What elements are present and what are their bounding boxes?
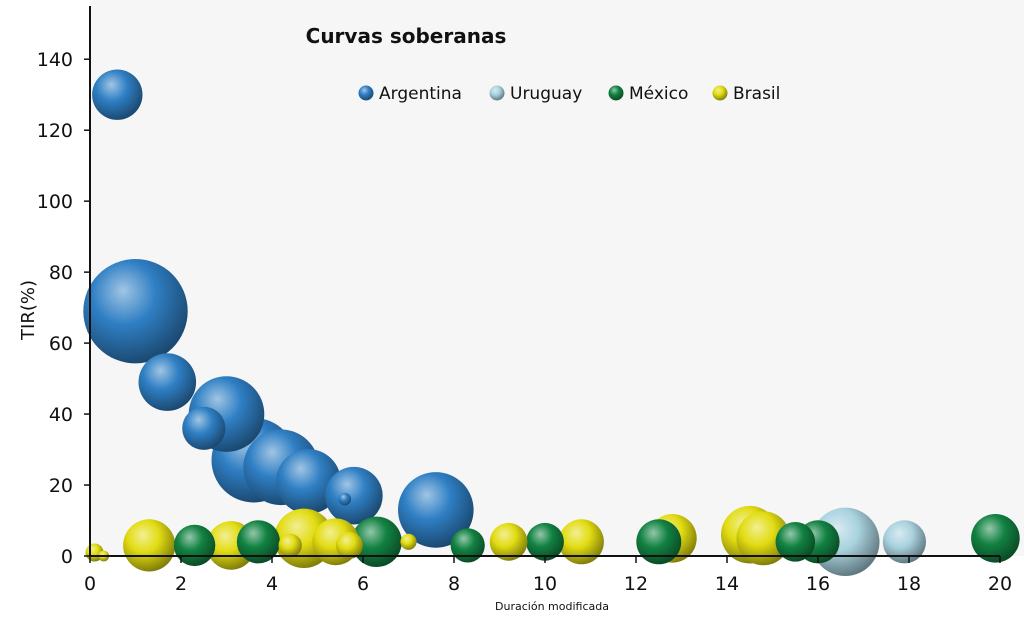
x-tick-label-4: 4 <box>266 573 278 595</box>
y-axis-ticks: 0 20 40 60 80 100 120 140 <box>37 49 90 568</box>
x-tick-label-0: 0 <box>84 573 96 595</box>
x-tick-label-8: 8 <box>448 573 460 595</box>
bubble-uruguay-2 <box>882 520 927 564</box>
x-tick-label-12: 12 <box>624 573 648 595</box>
bubble-argentina-5 <box>182 406 226 450</box>
bubble-brasil-8 <box>335 531 363 559</box>
bubble-argentina-10 <box>338 492 352 506</box>
y-axis-title: TIR(%) <box>18 280 39 341</box>
bubble-mxico-5 <box>526 522 564 561</box>
legend-marker-argentina <box>358 85 374 101</box>
legend-marker-uruguay <box>489 85 505 101</box>
bubble-argentina-2 <box>83 259 188 364</box>
legend: Argentina Uruguay México Brasil <box>358 84 780 104</box>
bubble-argentina-8 <box>276 449 341 514</box>
x-tick-label-10: 10 <box>533 573 557 595</box>
bubble-mxico-4 <box>450 528 485 563</box>
x-axis-ticks: 0 2 4 6 8 10 12 14 16 18 20 <box>84 556 1012 595</box>
x-tick-label-16: 16 <box>806 573 830 595</box>
bubble-argentina-11 <box>398 472 474 548</box>
y-tick-label-60: 60 <box>49 333 73 355</box>
bubble-brasil-14 <box>736 511 791 566</box>
bubble-argentina-3 <box>138 353 197 411</box>
bubble-mxico-7 <box>775 522 816 562</box>
bubble-argentina-9 <box>325 466 383 525</box>
legend-label-argentina: Argentina <box>379 84 462 104</box>
y-tick-label-80: 80 <box>49 262 73 284</box>
bubble-argentina-1 <box>92 69 143 120</box>
y-tick-label-40: 40 <box>49 404 73 426</box>
bubble-brasil-10 <box>489 522 528 561</box>
bubbles-layer <box>83 69 1020 576</box>
x-tick-label-20: 20 <box>988 573 1012 595</box>
y-tick-label-120: 120 <box>37 120 73 142</box>
x-tick-label-6: 6 <box>357 573 369 595</box>
x-tick-label-18: 18 <box>897 573 921 595</box>
y-tick-label-100: 100 <box>37 191 73 213</box>
bubble-mxico-6 <box>636 519 682 565</box>
bubble-brasil-11 <box>558 519 604 565</box>
bubble-mxico-2 <box>236 520 280 564</box>
bubble-brasil-9 <box>400 533 417 550</box>
y-tick-label-20: 20 <box>49 475 73 497</box>
chart-title: Curvas soberanas <box>306 24 507 48</box>
legend-label-brasil: Brasil <box>733 84 780 104</box>
legend-marker-brasil <box>712 85 728 101</box>
x-tick-label-14: 14 <box>715 573 739 595</box>
y-tick-label-0: 0 <box>61 546 73 568</box>
bubble-mxico-9 <box>971 514 1020 563</box>
legend-marker-mxico <box>608 85 624 101</box>
legend-label-mxico: México <box>629 84 688 104</box>
bubble-mxico-3 <box>351 516 402 567</box>
bubble-mxico-1 <box>173 524 216 567</box>
x-tick-label-2: 2 <box>175 573 187 595</box>
y-tick-label-140: 140 <box>37 49 73 71</box>
bubble-brasil-6 <box>278 533 302 558</box>
bubble-brasil-3 <box>123 519 176 572</box>
legend-label-uruguay: Uruguay <box>510 84 582 104</box>
x-axis-title: Duración modificada <box>495 600 609 613</box>
